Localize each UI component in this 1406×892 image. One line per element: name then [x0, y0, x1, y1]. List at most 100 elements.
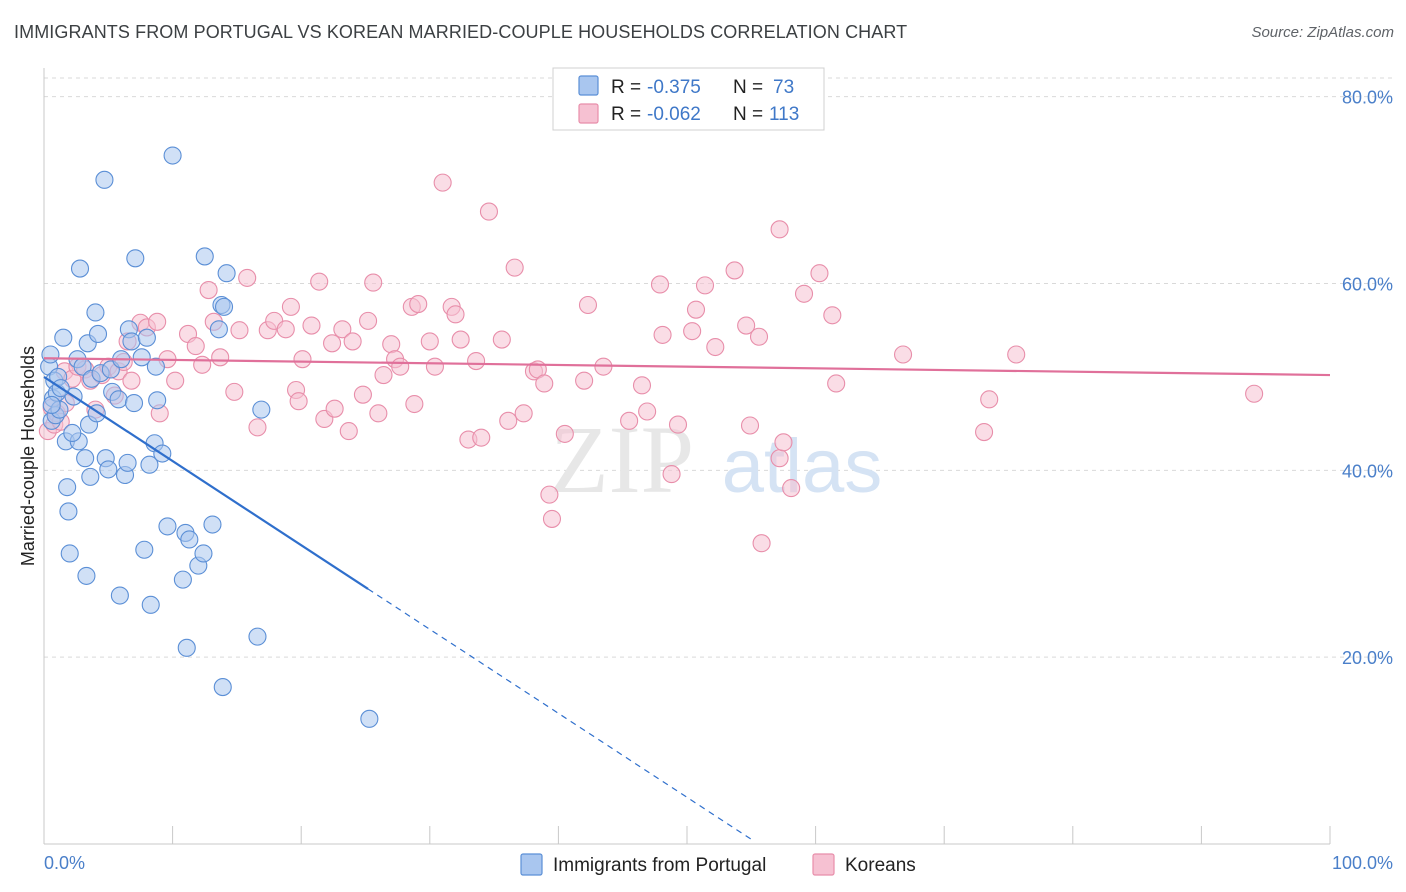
portugal-point: [194, 544, 213, 563]
legend-label-koreans: Koreans: [845, 855, 916, 876]
koreans-point: [810, 264, 829, 283]
stats-n-value-pink: 113: [769, 104, 799, 125]
koreans-point: [391, 357, 410, 376]
koreans-point: [770, 449, 789, 468]
portugal-point: [54, 328, 73, 347]
portugal-points: [40, 146, 379, 728]
watermark: ZIP atlas: [550, 406, 882, 513]
portugal-point: [42, 395, 61, 415]
portugal-point: [148, 391, 167, 410]
koreans-point: [1245, 384, 1264, 403]
portugal-point: [252, 400, 271, 419]
koreans-point: [725, 261, 744, 280]
koreans-point: [238, 268, 257, 287]
koreans-point: [409, 295, 428, 314]
portugal-point: [99, 460, 118, 479]
koreans-point: [166, 371, 185, 390]
koreans-point: [333, 320, 352, 339]
stats-r-value-blue: -0.375: [647, 77, 701, 98]
koreans-point: [823, 306, 842, 325]
koreans-point: [975, 422, 994, 442]
portugal-point: [135, 540, 154, 559]
portugal-point: [180, 530, 199, 549]
koreans-point: [575, 371, 594, 390]
stats-swatch-pink: [578, 103, 599, 124]
koreans-point: [578, 295, 598, 315]
portugal-point: [146, 357, 165, 376]
portugal-trend-line: [43, 376, 369, 590]
portugal-point: [76, 449, 95, 468]
portugal-point: [88, 324, 108, 344]
portugal-point: [248, 627, 267, 646]
koreans-point: [653, 325, 672, 344]
portugal-point: [70, 259, 90, 278]
portugal-point: [77, 566, 96, 585]
koreans-point: [535, 374, 554, 393]
koreans-point: [472, 428, 491, 447]
koreans-point: [199, 281, 218, 300]
portugal-point: [213, 678, 232, 697]
chart-title: IMMIGRANTS FROM PORTUGAL VS KOREAN MARRI…: [14, 22, 908, 42]
portugal-point: [86, 303, 105, 322]
koreans-point: [893, 345, 913, 364]
legend-swatch-portugal: [520, 853, 543, 876]
portugal-point: [118, 453, 137, 472]
koreans-point: [230, 321, 249, 340]
koreans-point: [683, 322, 702, 341]
koreans-point: [686, 300, 706, 319]
koreans-point: [323, 334, 342, 353]
koreans-point: [325, 399, 344, 418]
stats-r-label-pink: R =: [611, 104, 641, 125]
koreans-point: [662, 465, 681, 484]
koreans-point: [382, 335, 401, 354]
portugal-point: [177, 638, 196, 657]
koreans-point: [405, 394, 424, 414]
koreans-point: [782, 479, 801, 498]
koreans-point: [339, 422, 358, 441]
portugal-point: [360, 709, 379, 728]
portugal-point: [122, 332, 141, 351]
y-tick-label: 20.0%: [1342, 648, 1393, 668]
koreans-point: [749, 327, 769, 346]
portugal-point: [158, 517, 177, 536]
koreans-point: [740, 416, 760, 435]
koreans-point: [148, 312, 167, 331]
stats-legend-box: R = -0.375 N = 73 R = -0.062 N = 113: [552, 67, 825, 131]
portugal-point: [141, 595, 160, 614]
portugal-point: [203, 515, 222, 534]
portugal-trend-extension: [367, 588, 752, 840]
stats-r-label-blue: R =: [611, 77, 641, 98]
portugal-point: [124, 394, 144, 413]
koreans-point: [706, 337, 725, 357]
koreans-point: [359, 311, 378, 330]
koreans-point: [276, 320, 295, 339]
portugal-point: [95, 170, 114, 189]
portugal-point: [126, 249, 145, 268]
portugal-point: [137, 328, 156, 347]
koreans-point: [122, 371, 141, 390]
y-axis-title: Married-couple Households: [18, 346, 38, 566]
koreans-point: [492, 330, 511, 349]
stats-n-label-pink: N =: [733, 104, 763, 125]
koreans-point: [632, 376, 652, 395]
y-tick-label: 60.0%: [1342, 275, 1393, 295]
portugal-point: [163, 146, 182, 165]
koreans-point: [446, 305, 465, 324]
x-tick-label: 0.0%: [44, 853, 85, 873]
koreans-point: [505, 258, 524, 277]
koreans-point: [302, 316, 321, 335]
koreans-point: [638, 402, 657, 421]
portugal-point: [217, 264, 236, 283]
watermark-atlas: atlas: [722, 424, 883, 509]
portugal-point: [63, 423, 82, 443]
koreans-point: [353, 385, 372, 404]
portugal-point: [195, 247, 214, 266]
koreans-point: [770, 220, 789, 239]
y-tick-label: 40.0%: [1342, 461, 1393, 481]
koreans-point: [425, 357, 444, 376]
stats-n-value-blue: 73: [773, 77, 794, 98]
koreans-point: [289, 392, 308, 411]
portugal-point: [110, 586, 129, 605]
koreans-point: [248, 418, 267, 437]
